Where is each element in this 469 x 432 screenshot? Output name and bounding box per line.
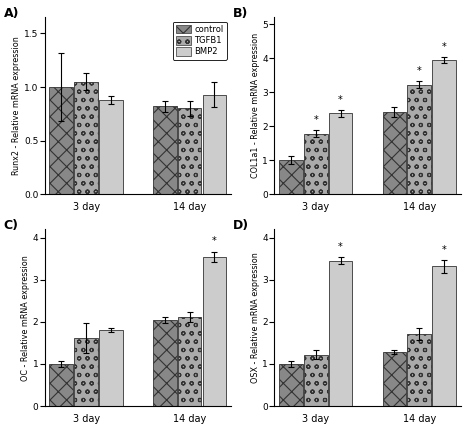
Y-axis label: OSX - Relative mRNA expression: OSX - Relative mRNA expression [250,252,259,383]
Bar [329,261,352,406]
Bar [279,364,303,406]
Bar [99,330,123,406]
Text: *: * [442,42,446,52]
Text: *: * [338,95,343,105]
Bar [329,113,352,194]
Text: *: * [417,66,422,76]
Text: *: * [313,115,318,125]
Bar [432,60,456,194]
Y-axis label: COL1a1 - Relative mRNA expression: COL1a1 - Relative mRNA expression [250,33,259,178]
Bar [203,95,226,194]
Text: C): C) [4,219,19,232]
Bar [99,100,123,194]
Y-axis label: Runx2 - Relative mRNA expression: Runx2 - Relative mRNA expression [12,36,21,175]
Text: D): D) [233,219,250,232]
Bar [383,112,406,194]
Text: B): B) [233,7,249,20]
Legend: control, TGFB1, BMP2: control, TGFB1, BMP2 [173,22,227,60]
Bar [203,257,226,406]
Bar [304,355,327,406]
Y-axis label: OC - Relative mRNA expression: OC - Relative mRNA expression [21,255,30,381]
Bar [49,364,73,406]
Text: *: * [442,245,446,254]
Text: *: * [212,236,217,246]
Bar [153,106,176,194]
Bar [178,317,201,406]
Bar [74,338,98,406]
Bar [153,320,176,406]
Bar [408,85,431,194]
Text: A): A) [4,7,19,20]
Bar [383,352,406,406]
Bar [408,334,431,406]
Bar [432,266,456,406]
Bar [304,133,327,194]
Bar [74,82,98,194]
Text: *: * [338,242,343,252]
Bar [178,108,201,194]
Bar [49,87,73,194]
Bar [279,160,303,194]
